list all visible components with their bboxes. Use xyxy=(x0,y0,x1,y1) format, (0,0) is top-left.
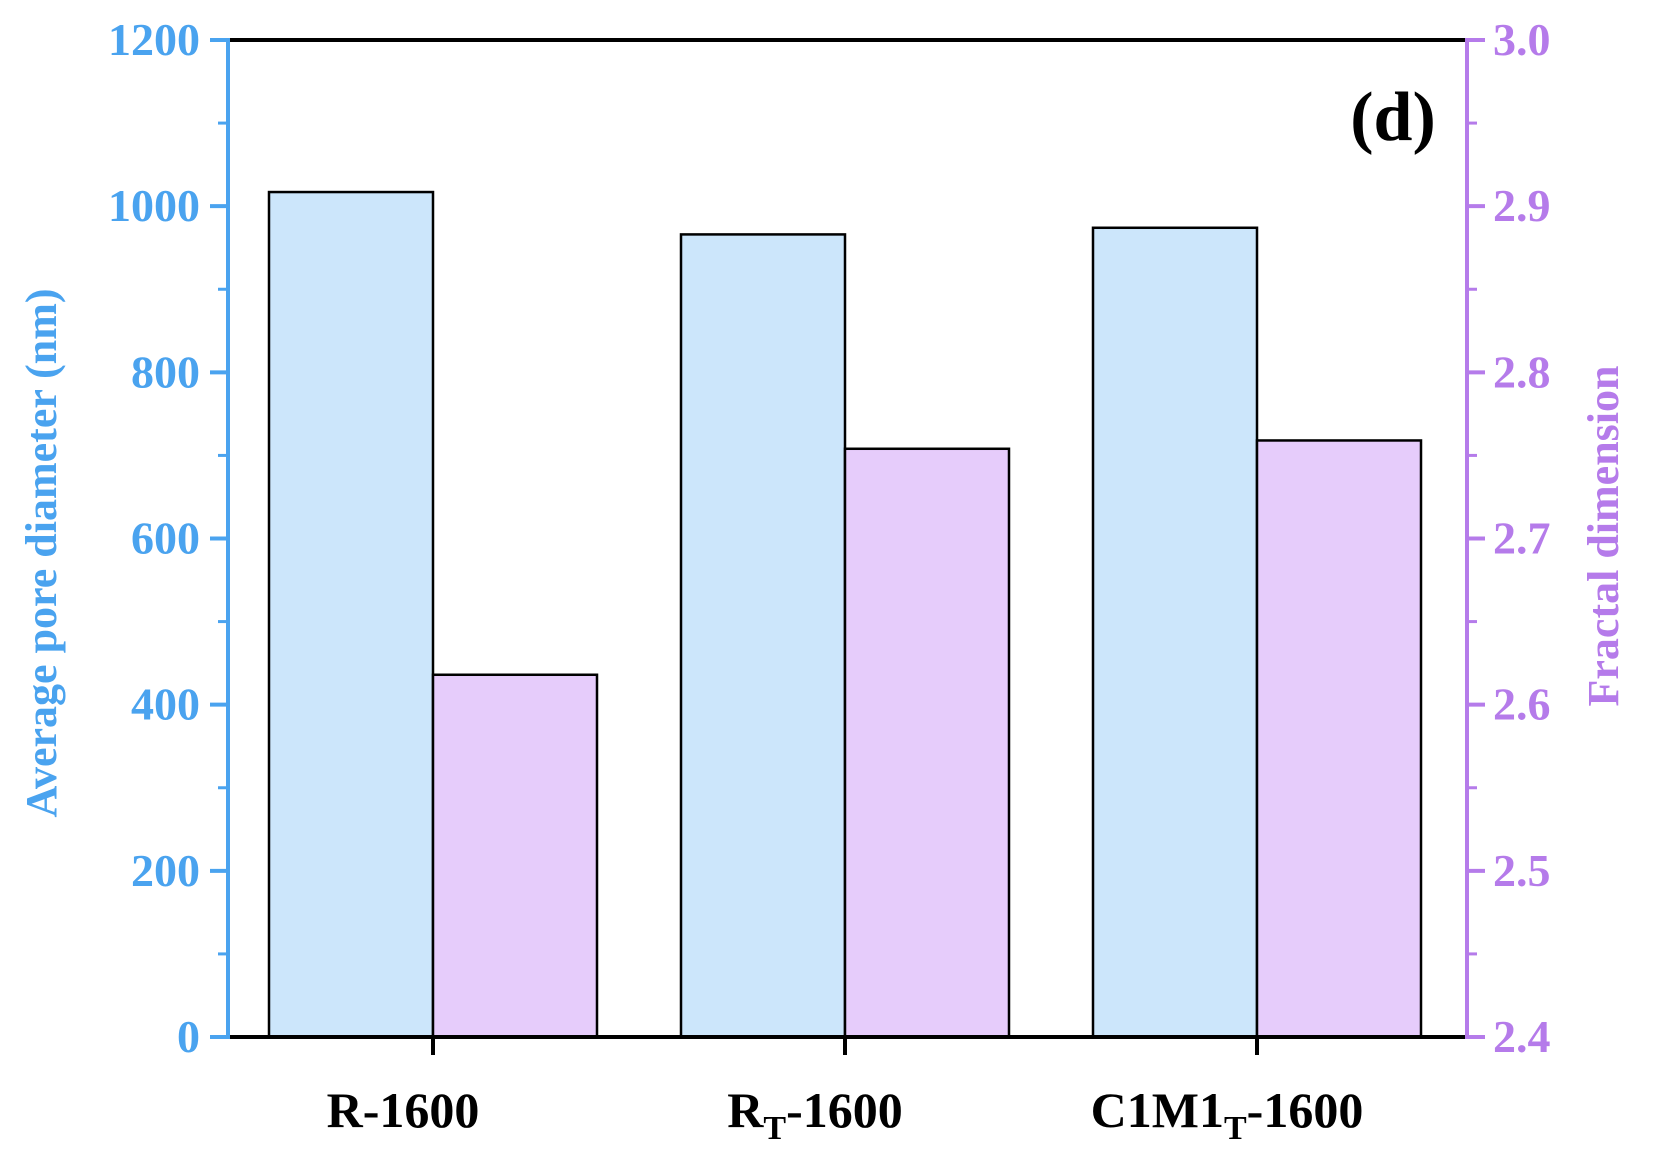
bar-pore-diameter-2 xyxy=(679,233,847,1039)
panel-label: (d) xyxy=(1350,79,1436,156)
x-tick-label-3: C1M1T-1600 xyxy=(1091,1082,1364,1147)
left-tick-label: 800 xyxy=(131,346,200,397)
bars-layer xyxy=(267,190,1423,1039)
x-tick-label-1: R-1600 xyxy=(327,1082,480,1138)
x-tick-label-2: RT-1600 xyxy=(727,1082,902,1147)
left-axis: 0 200 400 600 800 1000 1200 xyxy=(108,14,230,1062)
x-axis: R-1600 RT-1600 C1M1T-1600 xyxy=(327,1037,1364,1147)
left-tick-label: 1000 xyxy=(108,180,200,231)
bar-pore-diameter-3 xyxy=(1091,226,1259,1039)
bar-pore-diameter-1 xyxy=(267,190,435,1039)
left-tick-label: 200 xyxy=(131,845,200,896)
left-tick-label: 0 xyxy=(177,1011,200,1062)
right-axis-title: Fractal dimension xyxy=(1579,366,1628,707)
right-tick-label: 2.9 xyxy=(1493,180,1551,231)
left-tick-label: 600 xyxy=(131,513,200,564)
bar-fractal-dimension-2 xyxy=(843,447,1011,1039)
bar-fractal-dimension-1 xyxy=(431,673,599,1039)
right-tick-label: 2.7 xyxy=(1493,513,1551,564)
right-tick-label: 3.0 xyxy=(1493,14,1551,65)
right-tick-label: 2.8 xyxy=(1493,346,1551,397)
right-tick-label: 2.4 xyxy=(1493,1011,1551,1062)
right-tick-label: 2.6 xyxy=(1493,679,1551,730)
right-axis: 2.4 2.5 2.6 2.7 2.8 2.9 3.0 xyxy=(1465,14,1551,1062)
left-tick-label: 1200 xyxy=(108,14,200,65)
left-axis-title: Average pore diameter (nm) xyxy=(17,288,66,817)
bar-fractal-dimension-3 xyxy=(1255,439,1423,1039)
right-tick-label: 2.5 xyxy=(1493,845,1551,896)
left-tick-label: 400 xyxy=(131,679,200,730)
